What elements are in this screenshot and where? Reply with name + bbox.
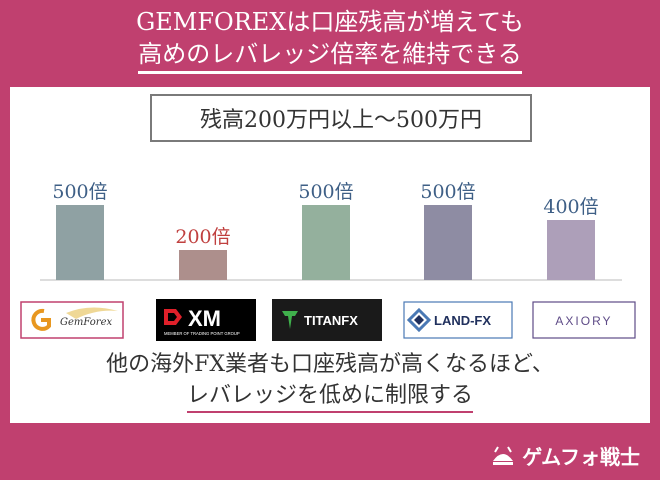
axiory-mark-icon: AXIORY [532, 301, 636, 339]
xm-mark-icon: XM MEMBER OF TRADING POINT GROUP [164, 306, 240, 336]
titanfx-logo-text: TITANFX [304, 313, 358, 328]
axiory-logo-text: AXIORY [555, 314, 612, 328]
bar-xm [179, 250, 227, 280]
data-label-axiory: 400倍 [543, 196, 598, 218]
balance-range-box: 残高200万円以上～500万円 [150, 94, 532, 142]
data-label-gemforex: 500倍 [52, 181, 107, 203]
conclusion-line1: 他の海外FX業者も口座残高が高くなるほど、 [106, 352, 554, 377]
xm-logo-text: XM [188, 306, 221, 331]
conclusion-line2-wrap: レバレッジを低めに制限する [10, 381, 650, 413]
landfx-logo: LAND-FX [402, 299, 514, 341]
landfx-mark-icon: LAND-FX [403, 301, 513, 339]
gemforex-mark-icon: GemForex [20, 301, 124, 339]
titanfx-logo: TITANFX [272, 299, 382, 341]
data-label-land-fx: 500倍 [420, 181, 475, 203]
bar-gemforex [56, 205, 104, 280]
data-label-xm: 200倍 [175, 226, 230, 248]
headline: GEMFOREXは口座残高が増えても 高めのレバレッジ倍率を維持できる [0, 6, 660, 74]
bar-land-fx [424, 205, 472, 280]
titanfx-mark-icon: TITANFX [282, 311, 358, 329]
bar-titanfx [302, 205, 350, 280]
headline-line1: GEMFOREXは口座残高が増えても [136, 8, 524, 36]
bar-axiory [547, 220, 595, 280]
xm-logo: XM MEMBER OF TRADING POINT GROUP [156, 299, 256, 341]
landfx-logo-text: LAND-FX [434, 313, 491, 328]
gemforex-logo: GemForex [18, 299, 126, 341]
helmet-icon [493, 445, 514, 465]
data-label-titanfx: 500倍 [298, 181, 353, 203]
content-panel: 残高200万円以上～500万円 500倍 200倍 500倍 500倍 400倍 Gem… [10, 87, 650, 423]
leverage-bar-chart: 500倍 200倍 500倍 500倍 400倍 [40, 181, 622, 281]
brand-signature: ゲムフォ戦士 [490, 441, 640, 470]
xm-logo-subtext: MEMBER OF TRADING POINT GROUP [164, 331, 240, 336]
gemforex-logo-text: GemForex [60, 317, 112, 328]
balance-range-label: 残高200万円以上～500万円 [200, 108, 482, 133]
headline-line2: 高めのレバレッジ倍率を維持できる [138, 38, 522, 74]
axiory-logo: AXIORY [532, 299, 636, 341]
brand-name: ゲムフォ戦士 [522, 445, 640, 469]
conclusion-line2: レバレッジを低めに制限する [186, 381, 473, 413]
